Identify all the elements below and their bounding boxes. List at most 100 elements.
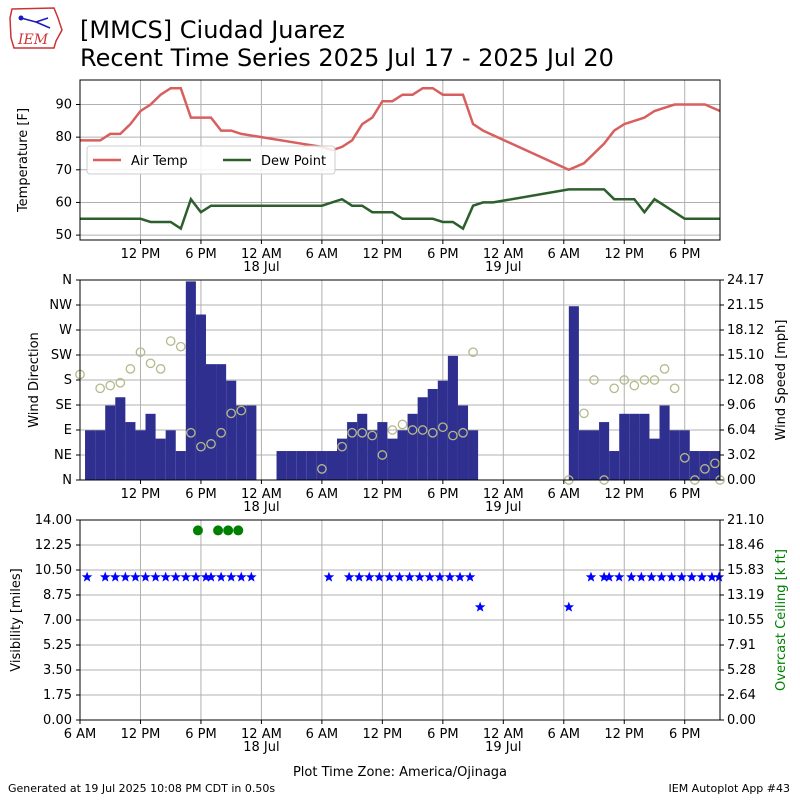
wind-speed-bar — [578, 430, 589, 480]
x-tick-label: 6 AM — [306, 487, 339, 502]
x-tick-label: 12 AM — [483, 727, 524, 742]
wind-speed-bar — [649, 438, 660, 480]
visibility-point — [404, 571, 415, 582]
ceiling-point — [233, 525, 244, 536]
wind-speed-bar — [679, 430, 690, 480]
x-tick-sublabel: 18 Jul — [243, 500, 279, 515]
wind-direction-point — [196, 441, 206, 452]
x-tick-label: 12 PM — [362, 247, 402, 262]
y-tick-label-direction: S — [64, 373, 72, 388]
wind-direction-point — [155, 364, 166, 374]
legend-box — [86, 145, 336, 175]
visibility-point — [226, 571, 237, 582]
wind-direction-point — [669, 383, 680, 394]
y2-tick-label-speed: 18.12 — [727, 323, 764, 338]
wind-direction-point — [105, 380, 116, 391]
wind-direction-point — [397, 419, 408, 430]
visibility-point — [170, 571, 181, 582]
wind-speed-bar — [387, 438, 398, 480]
wind-direction-point — [337, 441, 347, 452]
x-tick-label: 6 PM — [185, 727, 216, 742]
visibility-point — [696, 571, 708, 582]
footer-app: IEM Autoplot App #43 — [668, 782, 791, 795]
wind-direction-point — [186, 427, 196, 438]
x-tick-sublabel: 18 Jul — [243, 260, 279, 275]
visibility-point — [434, 571, 445, 582]
y2-tick-label-ceiling: 5.28 — [727, 663, 756, 678]
wind-direction-point — [700, 464, 710, 474]
wind-speed-bar — [639, 413, 650, 480]
y-tick-label-direction: NW — [49, 298, 72, 313]
wind-speed-bar — [145, 413, 156, 480]
wind-direction-point — [679, 452, 690, 463]
chart-title-station: [MMCS] Ciudad Juarez — [80, 16, 345, 44]
wind-speed-bar — [95, 430, 106, 480]
wind-direction-point — [125, 364, 136, 374]
y-tick-label-visibility: 12.25 — [35, 538, 72, 553]
wind-direction-point — [579, 408, 589, 419]
wind-speed-bar — [619, 413, 630, 480]
visibility-point — [656, 571, 667, 582]
wind-direction-point — [458, 427, 468, 438]
y-tick-label-direction: N — [62, 473, 72, 488]
y-tick-label-direction: SW — [51, 348, 72, 363]
x-tick-label: 6 PM — [427, 487, 458, 502]
wind-speed-bar — [296, 451, 307, 480]
y2-axis-label-speed: Wind Speed [mph] — [774, 320, 789, 441]
legend-label: Dew Point — [261, 154, 326, 169]
x-tick-label: 6 PM — [669, 727, 700, 742]
y2-tick-label-ceiling: 7.91 — [727, 638, 756, 653]
visibility-point — [354, 571, 365, 582]
visibility-point — [666, 571, 677, 582]
x-tick-label: 12 AM — [483, 247, 524, 262]
x-tick-label: 12 PM — [362, 487, 402, 502]
y2-tick-label-speed: 21.15 — [727, 298, 764, 313]
wind-speed-bar — [659, 405, 670, 480]
wind-speed-bar — [105, 405, 116, 480]
y2-tick-label-ceiling: 13.19 — [727, 588, 764, 603]
wind-speed-bar — [457, 405, 469, 480]
wind-speed-bar — [205, 364, 217, 480]
y-axis-label-temperature: Temperature [F] — [16, 108, 31, 213]
wind-speed-bar — [316, 451, 327, 480]
x-tick-label: 12 AM — [241, 487, 282, 502]
wind-direction-point — [236, 405, 247, 416]
visibility-point — [706, 571, 718, 582]
x-tick-label: 6 PM — [669, 487, 700, 502]
y-tick-label-direction: N — [62, 273, 72, 288]
wind-speed-bar — [397, 430, 408, 480]
visibility-point — [205, 571, 217, 582]
wind-speed-bar — [175, 451, 186, 480]
wind-speed-bar — [185, 281, 196, 480]
wind-speed-bar — [588, 430, 600, 480]
x-tick-label: 6 AM — [548, 487, 581, 502]
y2-tick-label-speed: 3.02 — [727, 448, 756, 463]
y-axis-label-visibility: Visibility [miles] — [9, 568, 24, 671]
wind-direction-point — [427, 427, 438, 438]
visibility-point — [614, 571, 625, 582]
visibility-point — [646, 571, 657, 582]
wind-direction-point — [115, 377, 126, 388]
y-tick-label-direction: W — [59, 323, 72, 338]
visibility-point — [424, 571, 435, 582]
x-tick-label: 6 AM — [306, 727, 339, 742]
wind-direction-point — [710, 458, 720, 469]
visibility-point — [110, 571, 121, 582]
wind-direction-point — [407, 425, 418, 435]
ceiling-point — [192, 525, 203, 536]
x-tick-sublabel: 18 Jul — [243, 740, 279, 755]
visibility-point — [464, 571, 476, 582]
wind-speed-bar — [195, 314, 206, 480]
wind-speed-bar — [699, 451, 710, 480]
wind-direction-point — [165, 336, 176, 346]
wind-speed-bar — [609, 451, 620, 480]
x-tick-label: 12 PM — [121, 487, 161, 502]
wind-speed-bar — [85, 430, 96, 480]
wind-speed-bar — [165, 430, 176, 480]
y-tick-label-direction: E — [64, 423, 72, 438]
wind-direction-point — [589, 375, 599, 385]
visibility-point — [384, 571, 395, 582]
wind-direction-point — [619, 375, 630, 385]
axes-frame — [79, 79, 721, 241]
visibility-point — [343, 571, 355, 582]
